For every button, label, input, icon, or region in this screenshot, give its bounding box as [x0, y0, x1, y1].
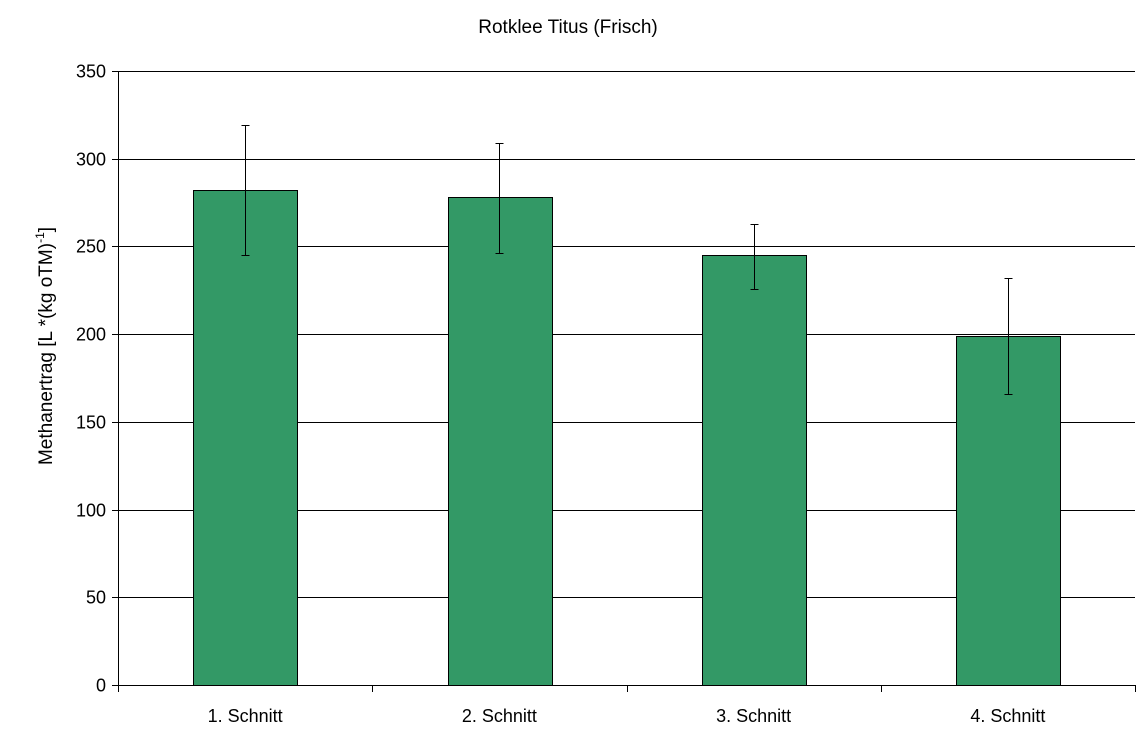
bars	[193, 125, 1061, 686]
chart-title: Rotklee Titus (Frisch)	[478, 17, 658, 38]
y-axis-label-main: Methanertrag [L *(kg oTM)	[36, 243, 57, 465]
x-tick-label-4: 4. Schnitt	[970, 706, 1045, 726]
y-tick-label-100: 100	[76, 501, 106, 521]
y-tick-label-250: 250	[76, 237, 106, 257]
y-axis-label: Methanertrag [L *(kg oTM)-1]	[33, 227, 57, 465]
bar-1	[193, 190, 298, 686]
y-tick-label-150: 150	[76, 413, 106, 433]
axes	[112, 71, 1136, 692]
y-tick-label-0: 0	[96, 676, 106, 696]
y-tick-label-50: 50	[86, 588, 106, 608]
y-tick-label-200: 200	[76, 325, 106, 345]
x-tick-label-3: 3. Schnitt	[716, 706, 791, 726]
y-tick-label-350: 350	[76, 62, 106, 82]
x-tick-label-2: 2. Schnitt	[462, 706, 537, 726]
y-tick-label-300: 300	[76, 150, 106, 170]
x-tick-label-1: 1. Schnitt	[208, 706, 283, 726]
bar-2	[448, 197, 553, 686]
tick-labels: 0 50 100 150 200 250 300 350 1. Schnitt 2. Schnit…	[76, 62, 1045, 727]
y-axis-label-superscript: -1	[33, 232, 47, 243]
bar-3	[702, 255, 807, 686]
y-axis-label-suffix: ]	[36, 227, 57, 232]
